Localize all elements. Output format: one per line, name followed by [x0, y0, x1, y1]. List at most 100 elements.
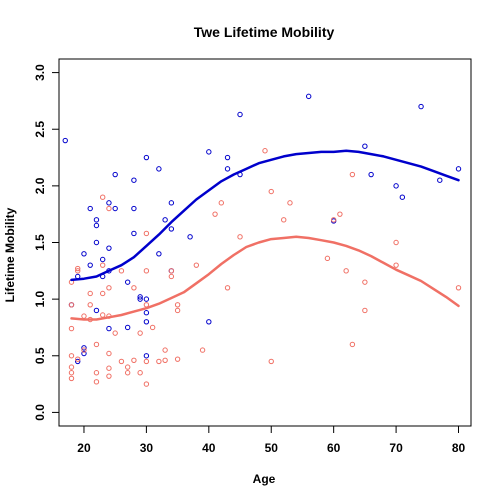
data-point-series-2: [174, 356, 181, 362]
data-point-series-2: [330, 217, 337, 223]
data-point-series-1: [112, 171, 118, 178]
data-point-series-2: [93, 379, 100, 385]
data-point-series-1: [362, 143, 368, 149]
y-tick-label: 2.5: [33, 121, 47, 138]
data-point-series-2: [149, 324, 156, 331]
data-point-series-1: [106, 325, 112, 332]
data-point-series-1: [156, 166, 162, 172]
data-point-series-1: [206, 319, 212, 325]
data-point-series-1: [137, 294, 143, 300]
smooth-curve-series-2: [70, 235, 460, 321]
data-point-series-1: [418, 103, 424, 110]
data-point-series-2: [268, 188, 274, 195]
data-point-series-1: [112, 205, 118, 212]
data-point-series-1: [131, 177, 137, 183]
y-tick-label: 0.5: [33, 347, 47, 364]
x-tick-label: 20: [77, 441, 91, 455]
data-point-series-1: [124, 324, 131, 331]
data-point-series-2: [68, 364, 75, 370]
data-point-series-2: [93, 370, 100, 376]
x-tick-label: 30: [140, 441, 154, 455]
data-point-series-1: [143, 296, 150, 302]
x-tick-label: 50: [265, 441, 279, 455]
x-axis: 20 30 40 50 60 70 80: [77, 425, 466, 455]
data-point-series-2: [81, 313, 87, 319]
data-point-series-2: [393, 262, 399, 268]
data-point-series-2: [199, 347, 206, 353]
data-point-series-2: [112, 330, 118, 336]
data-point-series-2: [68, 353, 75, 359]
data-point-series-2: [143, 381, 150, 387]
data-point-series-1: [162, 217, 168, 223]
data-point-series-1: [455, 166, 462, 172]
data-point-series-2: [68, 325, 75, 332]
data-point-series-1: [143, 310, 150, 316]
data-point-series-2: [349, 171, 356, 178]
y-tick-label: 3.0: [33, 64, 47, 81]
data-point-series-1: [131, 205, 137, 212]
data-point-series-2: [268, 358, 274, 365]
data-point-series-1: [437, 177, 443, 183]
data-point-series-1: [187, 234, 193, 240]
data-point-series-1: [106, 245, 112, 251]
data-point-series-2: [156, 358, 162, 365]
data-point-series-1: [137, 296, 143, 302]
x-tick-label: 60: [327, 441, 341, 455]
data-point-series-1: [75, 358, 81, 365]
data-point-series-1: [93, 217, 100, 223]
data-point-series-2: [99, 194, 106, 200]
data-point-series-2: [362, 279, 368, 285]
smooth-curve-series-1: [70, 149, 460, 282]
data-point-series-1: [168, 200, 175, 206]
data-point-series-2: [68, 302, 75, 308]
data-point-series-2: [75, 356, 81, 362]
data-point-series-2: [168, 268, 175, 274]
data-point-series-1: [81, 350, 87, 357]
data-point-series-2: [137, 370, 143, 376]
data-point-series-2: [143, 230, 150, 237]
data-point-series-1: [305, 93, 312, 100]
data-point-series-2: [162, 357, 168, 364]
data-point-series-2: [143, 268, 150, 274]
y-tick-label: 2.0: [33, 177, 47, 194]
data-point-series-1: [93, 222, 100, 229]
data-point-series-2: [137, 330, 143, 336]
data-point-series-2: [287, 200, 293, 206]
data-point-series-2: [106, 365, 112, 371]
data-point-series-1: [168, 226, 175, 232]
data-point-series-2: [93, 341, 100, 348]
y-axis-label: Lifetime Mobility: [3, 207, 17, 302]
data-point-series-2: [324, 255, 331, 262]
data-point-series-2: [281, 217, 287, 223]
x-tick-label: 70: [389, 441, 403, 455]
data-point-series-2: [349, 341, 356, 348]
data-point-series-1: [206, 149, 212, 155]
data-point-series-2: [99, 262, 106, 268]
x-tick-label: 80: [452, 441, 466, 455]
y-axis: 0.0 0.5 1.0 1.5 2.0 2.5 3.0: [33, 64, 60, 421]
data-point-series-2: [393, 239, 399, 246]
data-point-series-1: [224, 154, 231, 161]
data-point-series-1: [368, 171, 374, 178]
data-point-series-2: [174, 302, 181, 308]
data-point-series-1: [143, 154, 150, 161]
data-point-series-1: [93, 307, 100, 314]
data-point-series-2: [124, 370, 131, 376]
data-point-series-1: [156, 251, 162, 257]
data-point-series-2: [87, 302, 93, 308]
chart-title: Twe Lifetime Mobility: [194, 24, 335, 40]
data-point-series-2: [75, 265, 81, 272]
data-point-series-1: [81, 251, 87, 257]
data-point-series-2: [99, 290, 106, 297]
data-point-series-1: [237, 111, 243, 118]
data-point-series-2: [75, 268, 81, 274]
data-point-series-1: [224, 166, 231, 172]
data-point-series-2: [343, 268, 349, 274]
plot-frame: [58, 58, 472, 427]
data-point-series-2: [212, 211, 218, 217]
data-point-series-2: [362, 307, 368, 314]
data-point-series-2: [174, 307, 181, 314]
y-tick-label: 1.5: [33, 234, 47, 251]
data-point-series-2: [106, 373, 112, 379]
